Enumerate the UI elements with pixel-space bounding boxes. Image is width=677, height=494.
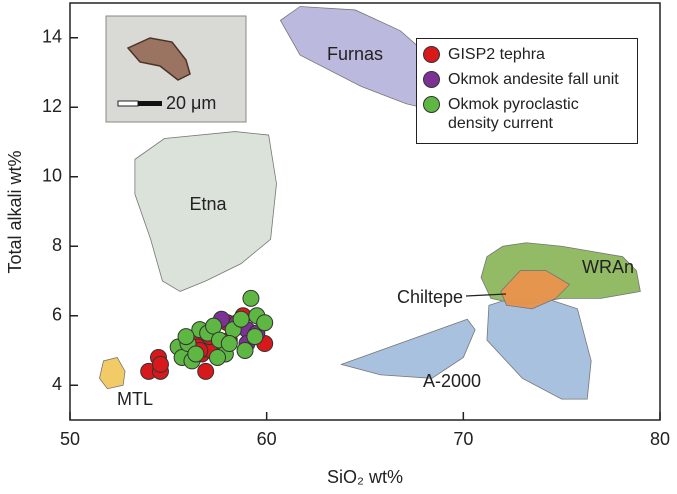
scale-bar	[138, 101, 162, 106]
scale-label: 20 μm	[166, 93, 216, 113]
leader-line	[465, 293, 507, 297]
point	[256, 314, 274, 332]
region-label: Etna	[189, 194, 227, 214]
legend-label: Okmok pyroclastic density current	[448, 96, 579, 132]
y-tick-label: 6	[52, 305, 62, 325]
region-label: Chiltepe	[397, 287, 463, 307]
point	[232, 310, 250, 328]
point	[197, 362, 215, 380]
region	[340, 318, 476, 379]
region	[486, 297, 592, 400]
region-label: A-2000	[423, 371, 481, 391]
y-tick-label: 14	[42, 27, 62, 47]
x-axis-label: SiO₂ wt%	[327, 467, 403, 487]
point	[246, 328, 264, 346]
point	[220, 335, 238, 353]
point	[151, 355, 169, 373]
y-tick-label: 10	[42, 166, 62, 186]
legend-marker	[423, 96, 440, 113]
y-tick-label: 12	[42, 96, 62, 116]
legend-item: Okmok andesite fall unit	[423, 70, 631, 89]
point	[236, 342, 254, 359]
legend-label: GISP2 tephra	[448, 46, 545, 63]
point	[209, 348, 226, 366]
inset-particle	[126, 37, 191, 81]
region	[500, 270, 571, 310]
regions	[99, 6, 641, 400]
legend-marker	[423, 71, 440, 88]
x-tick-label: 60	[257, 429, 277, 449]
region-label: MTL	[117, 389, 153, 409]
point	[187, 345, 205, 363]
y-axis-label: Total alkali wt%	[5, 150, 25, 273]
y-tick-label: 8	[52, 235, 62, 255]
region	[134, 131, 277, 292]
plot-frame	[69, 2, 661, 421]
scale-bar	[117, 100, 139, 107]
inset-image: 20 μm	[105, 15, 247, 123]
x-tick-label: 70	[453, 429, 473, 449]
points	[140, 289, 274, 380]
legend-marker	[423, 46, 440, 63]
region	[99, 356, 126, 390]
legend: GISP2 tephra Okmok andesite fall unit Okmo…	[416, 38, 638, 144]
legend-label: Okmok andesite fall unit	[448, 71, 619, 88]
region-label: WRAn	[582, 257, 634, 277]
legend-item: Okmok pyroclastic density current	[423, 95, 631, 133]
region-label: Furnas	[327, 44, 383, 64]
point	[177, 328, 195, 346]
y-tick-label: 4	[52, 374, 62, 394]
point	[242, 289, 260, 307]
x-tick-label: 80	[650, 429, 670, 449]
x-tick-label: 50	[60, 429, 80, 449]
legend-item: GISP2 tephra	[423, 45, 631, 64]
